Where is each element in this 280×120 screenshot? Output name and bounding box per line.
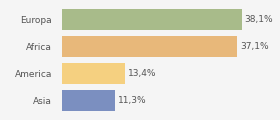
- Text: 37,1%: 37,1%: [240, 42, 269, 51]
- Bar: [62, 63, 125, 84]
- Text: 13,4%: 13,4%: [128, 69, 156, 78]
- Bar: [62, 90, 115, 111]
- Text: 38,1%: 38,1%: [245, 15, 273, 24]
- Bar: [62, 9, 242, 30]
- Text: 11,3%: 11,3%: [118, 96, 146, 105]
- Bar: [62, 36, 237, 57]
